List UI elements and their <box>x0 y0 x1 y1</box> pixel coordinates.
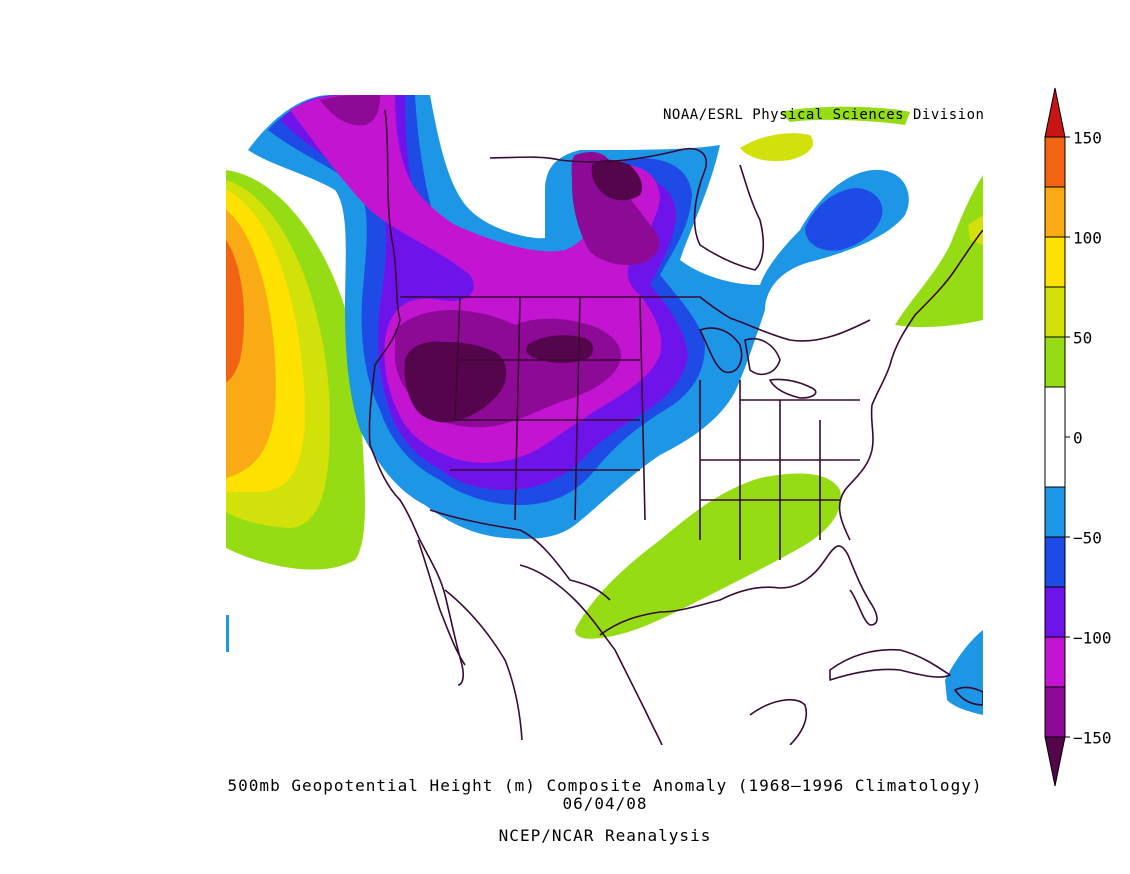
hudson-bay-coast <box>489 148 765 271</box>
pacific-edge-negative-anomaly <box>226 615 229 652</box>
colorbar-under-min <box>1044 736 1066 787</box>
credit-label: NOAA/ESRL Physical Sciences Division <box>663 107 985 123</box>
colorbar-label-50: 50 <box>1073 328 1093 348</box>
us-state-lines-east <box>699 380 860 560</box>
colorbar-band-minus-50-75 <box>1044 536 1066 588</box>
anomaly-field <box>226 95 983 715</box>
trough-core-minus-150 <box>404 159 642 423</box>
colorbar-band-125-150 <box>1044 136 1066 188</box>
baja-california-coast <box>417 539 466 666</box>
canada-us-border <box>400 296 871 342</box>
great-lakes <box>699 327 817 399</box>
colorbar-band-25-50 <box>1044 336 1066 388</box>
gulf-coast-us <box>599 545 878 636</box>
colorbar-label-minus-150: −150 <box>1073 728 1112 748</box>
colorbar-label-150: 150 <box>1073 128 1102 148</box>
pacific-coastline <box>368 109 465 686</box>
colorbar-band-50-75 <box>1044 286 1066 338</box>
us-state-lines-west <box>450 296 646 521</box>
colorbar-label-100: 100 <box>1073 228 1102 248</box>
northeast-positive-anomaly <box>895 175 983 328</box>
us-mexico-border <box>429 509 611 601</box>
southeast-positive-anomaly <box>575 473 841 639</box>
hispaniola-outline <box>954 686 983 706</box>
colorbar-band-minus-75-100 <box>1044 586 1066 638</box>
colorbar-band-minus-100-125 <box>1044 636 1066 688</box>
labrador-positive-anomaly <box>740 133 814 162</box>
colorbar-label-minus-100: −100 <box>1073 628 1112 648</box>
colorbar-band-100-125 <box>1044 186 1066 238</box>
colorbar-label-0: 0 <box>1073 428 1083 448</box>
mexico-gulf-coast <box>519 564 663 745</box>
mexico-pacific-coast <box>444 589 523 741</box>
map-title: 500mb Geopotential Height (m) Composite … <box>227 776 983 795</box>
data-source: NCEP/NCAR Reanalysis <box>498 826 712 845</box>
colorbar-band-minus-125-150 <box>1044 686 1066 738</box>
eastern-canada-minus-50 <box>805 188 883 251</box>
colorbar-over-max <box>1044 87 1066 138</box>
colorbar-band-minus-25-50 <box>1044 486 1066 538</box>
central-america-outline <box>749 699 808 745</box>
colorbar-label-minus-50: −50 <box>1073 528 1102 548</box>
cuba-outline <box>829 648 951 681</box>
pacific-positive-anomaly-core <box>226 240 245 382</box>
map-date: 06/04/08 <box>562 794 648 813</box>
geography-outlines <box>368 109 983 745</box>
colorbar-band-neutral <box>1044 386 1066 488</box>
caribbean-negative-anomaly <box>945 630 983 715</box>
northeast-positive-anomaly-50-75 <box>968 215 983 245</box>
colorbar <box>1044 87 1070 787</box>
atlantic-coastline <box>838 229 983 541</box>
colorbar-band-75-100 <box>1044 236 1066 288</box>
labrador-positive-anomaly-outer <box>780 106 910 125</box>
